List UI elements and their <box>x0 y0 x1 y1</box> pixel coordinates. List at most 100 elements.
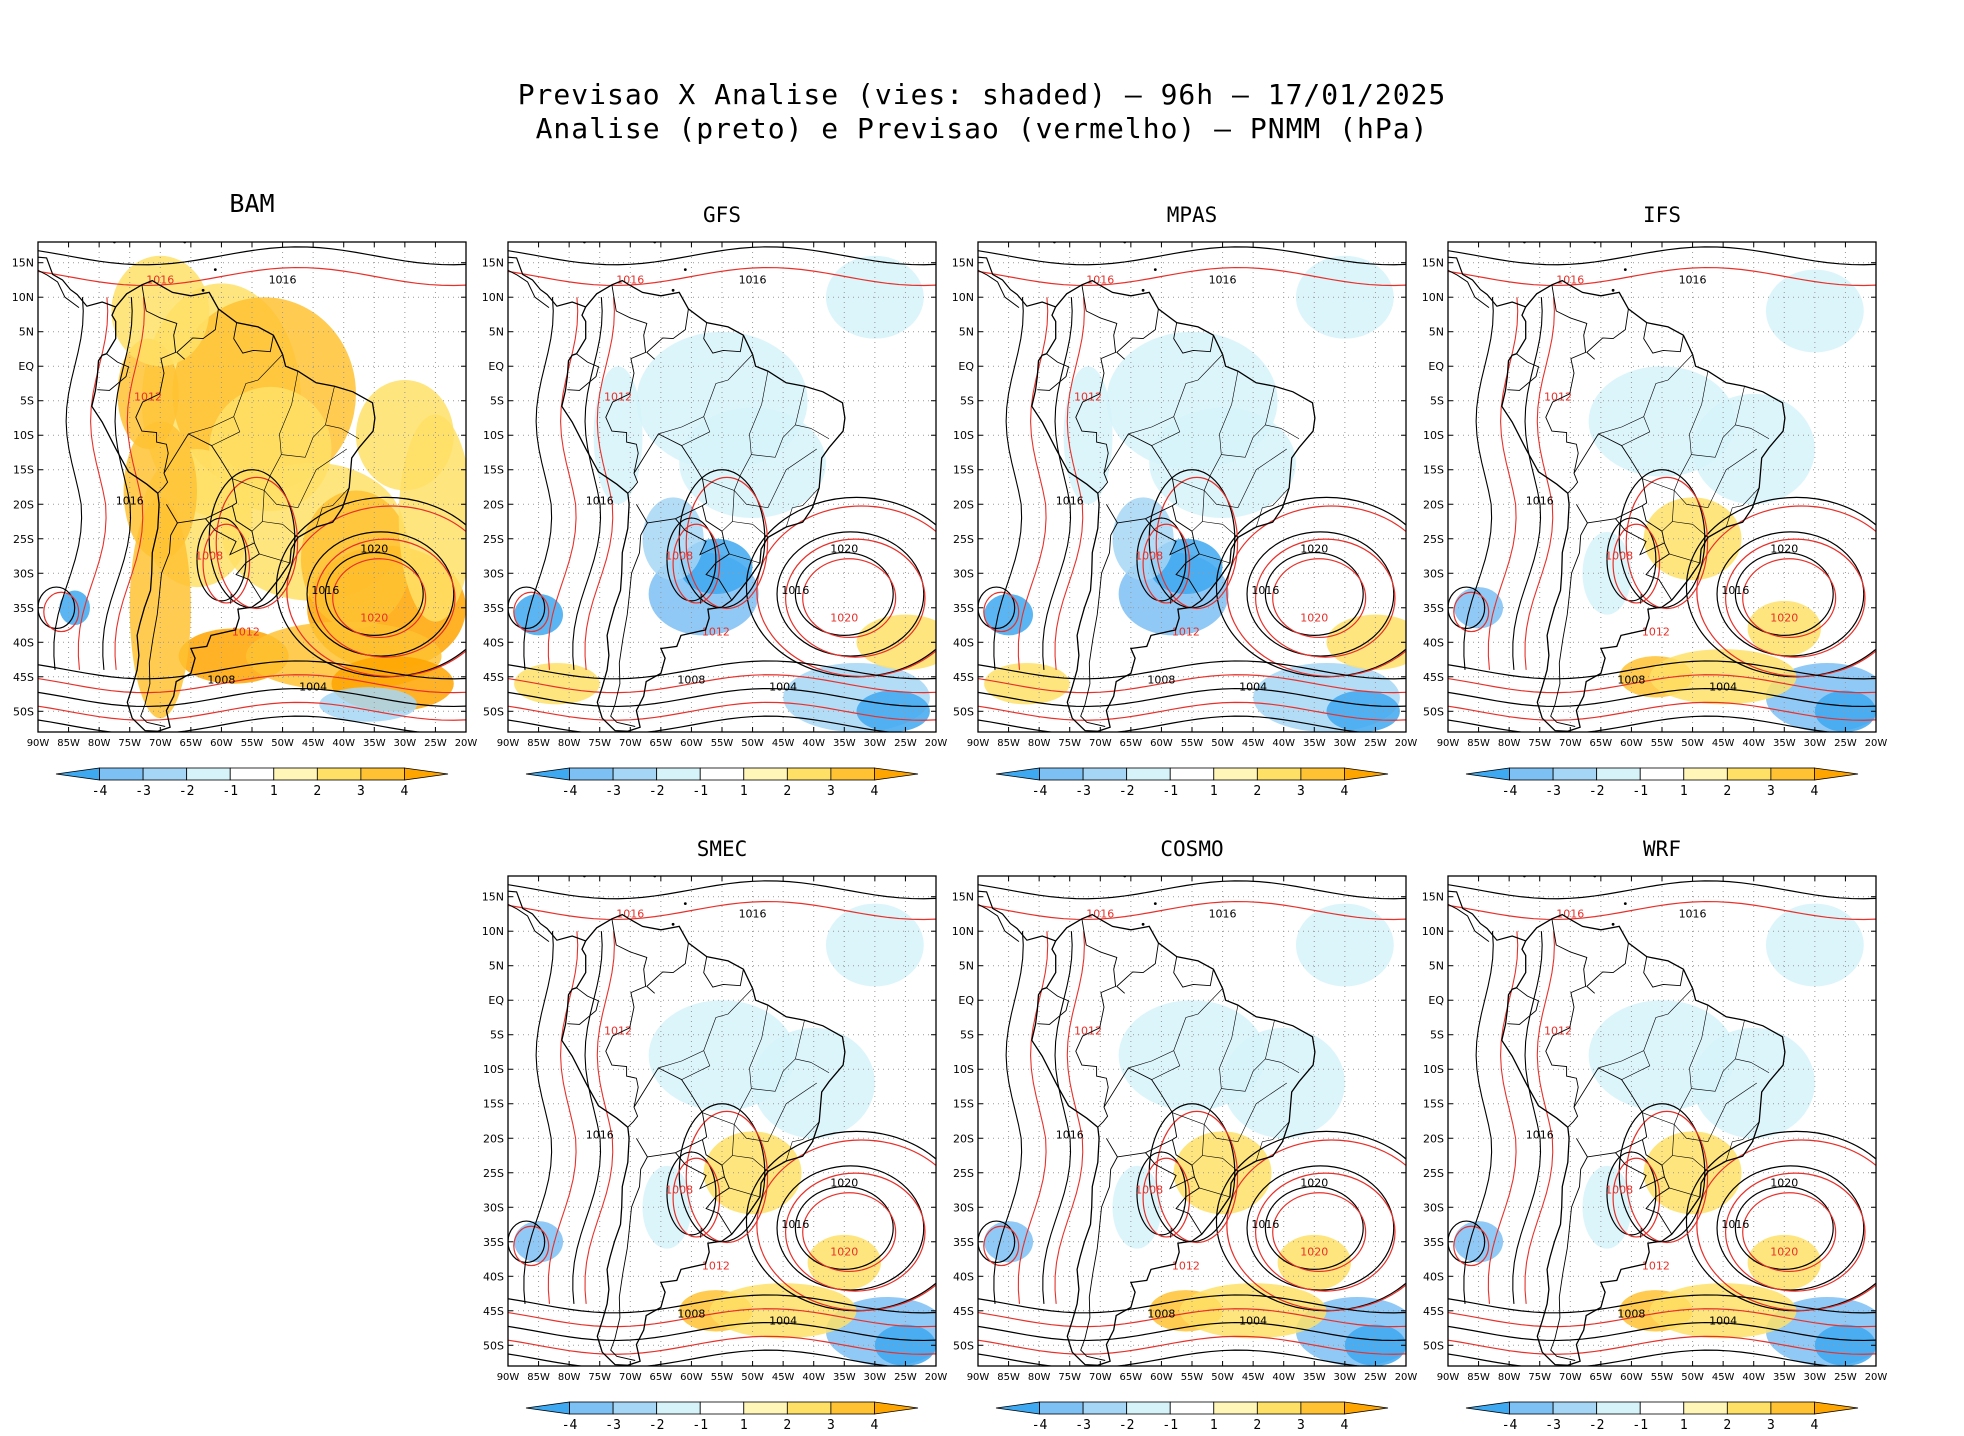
bias-shade <box>1643 497 1742 581</box>
colorbar-swatch <box>656 1401 701 1415</box>
lon-label: 85W <box>57 738 80 749</box>
colorbar-swatch <box>786 1401 832 1415</box>
isobar-zonal <box>508 687 936 708</box>
isobar-meridional <box>523 931 554 1304</box>
isobar-label: 1020 <box>830 543 858 556</box>
lon-label: 90W <box>27 738 50 749</box>
lat-label: EQ <box>958 994 974 1007</box>
coastline <box>561 279 846 732</box>
lat-label: 40S <box>483 636 504 649</box>
isobar-meridional <box>1054 297 1085 670</box>
lat-label: 10N <box>482 925 504 938</box>
country-border <box>1037 353 1070 391</box>
lon-label: 50W <box>271 738 294 749</box>
lat-label: 35S <box>1423 602 1444 615</box>
isobar-label: 1004 <box>1239 1315 1267 1328</box>
lon-label: 25W <box>894 1372 917 1383</box>
lat-label: 50S <box>483 705 504 718</box>
state-border <box>1673 1082 1757 1143</box>
lat-label: 25S <box>1423 533 1444 546</box>
state-border <box>262 521 299 538</box>
coastline <box>1031 279 1316 732</box>
lat-label: 30S <box>483 567 504 580</box>
lon-label: 85W <box>1467 1372 1490 1383</box>
colorbar-swatch <box>1770 767 1815 781</box>
colorbar-arrow-right <box>874 1401 919 1415</box>
colorbar-label: -1 <box>692 1418 708 1433</box>
lat-label: 30S <box>953 1201 974 1214</box>
analysis-isobar <box>978 586 1016 630</box>
country-border <box>1586 942 1629 994</box>
lat-label: 15N <box>482 257 504 270</box>
country-border <box>605 393 639 494</box>
analysis-isobar <box>1246 1165 1395 1291</box>
lon-label: 40W <box>1742 738 1765 749</box>
forecast-isobar <box>672 1157 721 1238</box>
lat-label: 10S <box>1423 1063 1444 1076</box>
analysis-isobar <box>196 517 247 602</box>
lon-label: 45W <box>302 738 325 749</box>
forecast-isobar <box>685 476 769 610</box>
state-border <box>1669 553 1700 564</box>
isobar-meridional <box>523 297 554 670</box>
colorbar-label: -4 <box>562 1418 578 1433</box>
lon-label: 45W <box>1712 1372 1735 1383</box>
lon-label: 40W <box>802 738 825 749</box>
coastline <box>561 913 846 1366</box>
colorbar-label: -1 <box>1162 1418 1178 1433</box>
forecast-isobar <box>756 1139 936 1312</box>
forecast-isobar <box>1696 505 1876 678</box>
colorbar: -4 -3 -2 -1 1 2 3 4 <box>995 767 1389 799</box>
colorbar-label: -3 <box>1545 1418 1561 1433</box>
colorbar-label: 1 <box>1680 1418 1688 1433</box>
isobar-label: 1016 <box>1556 273 1584 286</box>
colorbar-label: -3 <box>1075 784 1091 799</box>
lat-label: 50S <box>953 705 974 718</box>
colorbar-arrow-left <box>525 767 570 781</box>
forecast-isobar <box>1254 538 1396 658</box>
colorbar-label: 1 <box>740 1418 748 1433</box>
forecast-isobar <box>43 591 80 633</box>
lon-label: 50W <box>1211 738 1234 749</box>
island <box>617 234 620 237</box>
state-border <box>1672 521 1709 538</box>
colorbar-arrow-right <box>1814 1401 1859 1415</box>
map-area: 1020 1020 1016 1012 1008 1016 1016 1012 1016 1008… <box>978 234 1406 732</box>
isobar-meridional <box>102 297 133 670</box>
lon-label: 45W <box>1712 738 1735 749</box>
lon-label: 75W <box>1528 738 1551 749</box>
island <box>1087 234 1090 237</box>
isobar-zonal <box>508 660 936 680</box>
lon-label: 20W <box>925 738 948 749</box>
country-border <box>1103 433 1178 524</box>
country-border <box>1175 542 1203 601</box>
colorbar-swatch <box>142 767 188 781</box>
isobar-label: 1020 <box>1770 543 1798 556</box>
map-area: 1020 1020 1016 1012 1008 1016 1016 1012 1016 1008… <box>978 876 1406 1366</box>
isobar-meridional <box>1017 297 1049 670</box>
lon-label: 70W <box>619 738 642 749</box>
colorbar-arrow-right <box>404 767 449 781</box>
lat-label: 20S <box>483 1132 504 1145</box>
country-border <box>1145 505 1195 556</box>
isobar-label: 1012 <box>1544 391 1572 404</box>
colorbar-swatch <box>1770 1401 1815 1415</box>
lat-label: 25S <box>1423 1167 1444 1180</box>
country-border <box>1075 1027 1109 1128</box>
country-border <box>163 433 238 524</box>
lat-label: 45S <box>953 671 974 684</box>
lon-label: 25W <box>424 738 447 749</box>
colorbar-swatch <box>1639 767 1685 781</box>
lon-label: 75W <box>588 738 611 749</box>
lon-label: 80W <box>1028 1372 1051 1383</box>
isobar-label: 1008 <box>1147 1308 1175 1321</box>
lat-label: 40S <box>1423 1270 1444 1283</box>
colorbar-label: -3 <box>605 784 621 799</box>
lat-label: 10N <box>952 291 974 304</box>
island <box>201 288 205 292</box>
colorbar-arrow-left <box>995 1401 1040 1415</box>
lon-label: 65W <box>1590 738 1613 749</box>
country-border <box>1545 1027 1579 1128</box>
country-border <box>1170 593 1172 604</box>
